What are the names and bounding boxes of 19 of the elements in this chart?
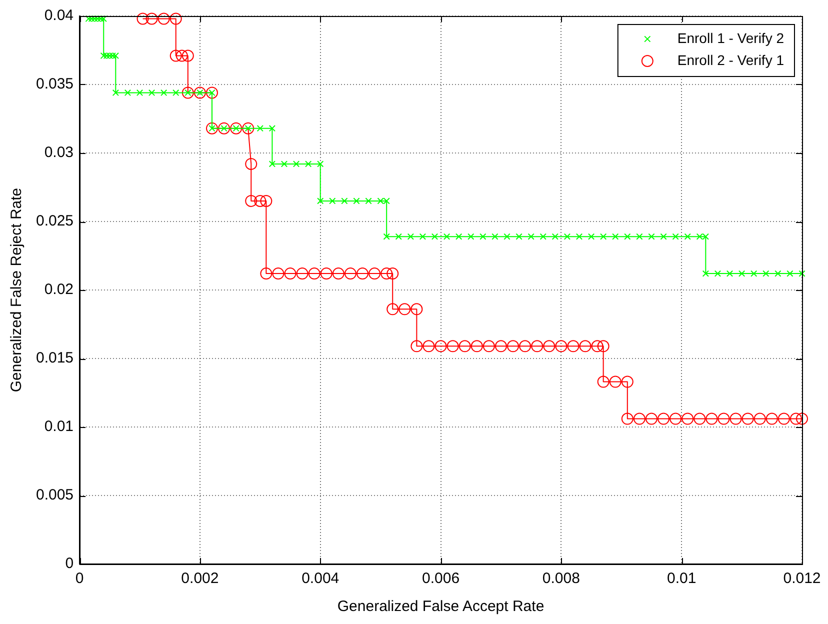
y-tick-label: 0 [65,555,74,572]
x-tick-label: 0.01 [666,570,696,588]
y-tick-label: 0.02 [44,281,74,298]
y-tick-label: 0.04 [44,7,74,24]
y-tick-label: 0.005 [36,486,74,504]
y-tick-label: 0.035 [36,76,74,93]
y-axis-title: Generalized False Reject Rate [8,188,26,392]
x-tick-label: 0.012 [783,570,821,588]
y-tick-label: 0.01 [44,418,74,436]
y-tick-label: 0.025 [36,212,74,230]
x-axis-title: Generalized False Accept Rate [337,598,544,616]
y-tick-label: 0.03 [44,144,74,162]
y-tick-label: 0.015 [36,350,74,367]
x-tick-label: 0.002 [181,570,219,588]
legend-label: Enroll 1 - Verify 2 [677,30,784,46]
x-tick-label: 0.006 [422,570,460,588]
x-tick-label: 0.004 [302,570,340,588]
x-tick-label: 0.008 [542,570,580,588]
legend-label: Enroll 2 - Verify 1 [677,52,784,68]
